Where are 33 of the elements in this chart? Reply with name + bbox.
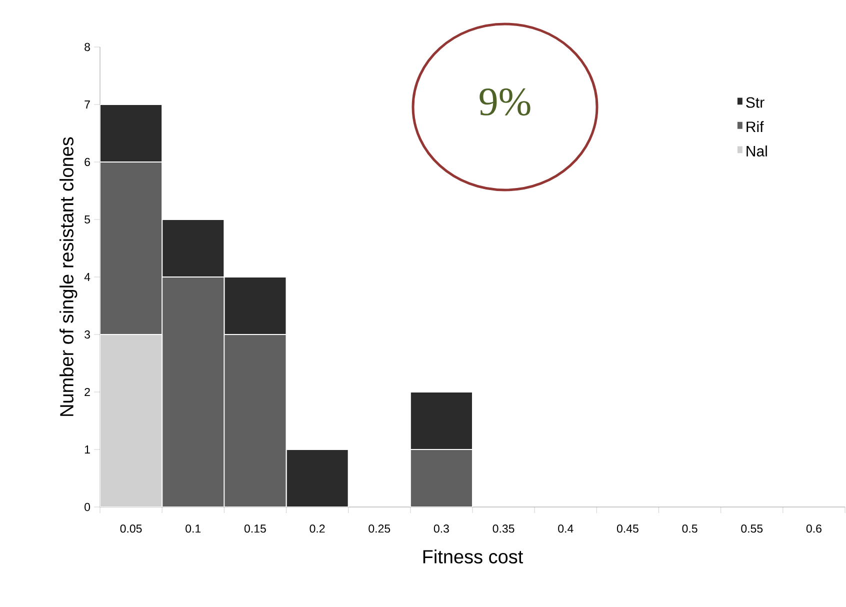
bar bbox=[100, 104, 163, 162]
legend-label: Rif bbox=[746, 121, 764, 132]
y-tick-label: 2 bbox=[84, 388, 90, 396]
x-tick-label: 0.5 bbox=[682, 524, 698, 533]
y-tick-label: 4 bbox=[84, 273, 90, 281]
x-tick-label: 0.1 bbox=[186, 524, 201, 533]
y-axis-title: Number of single resistant clones bbox=[60, 137, 78, 416]
y-tick-label: 8 bbox=[84, 42, 90, 52]
x-tick-label: 0.35 bbox=[492, 524, 514, 533]
bar bbox=[162, 219, 225, 278]
x-tick-label: 0.55 bbox=[741, 524, 763, 533]
x-tick-label: 0.05 bbox=[120, 524, 142, 533]
bar bbox=[410, 392, 474, 450]
x-tick-label: 0.3 bbox=[434, 524, 449, 533]
y-tick-label: 0 bbox=[84, 502, 90, 512]
x-axis-title: Fitness cost bbox=[423, 550, 524, 564]
x-tick-label: 0.15 bbox=[244, 524, 266, 533]
y-tick-label: 5 bbox=[84, 215, 90, 224]
legend-label: Nal bbox=[746, 145, 767, 156]
x-tick-label: 0.2 bbox=[310, 524, 325, 533]
x-tick-label: 0.4 bbox=[558, 524, 574, 533]
y-tick-label: 1 bbox=[84, 446, 90, 454]
y-tick-label: 7 bbox=[84, 100, 90, 108]
bar bbox=[410, 449, 474, 507]
legend-label: Str bbox=[746, 97, 764, 108]
x-tick-label: 0.45 bbox=[616, 524, 638, 533]
bar bbox=[286, 449, 349, 507]
annotation: 9% bbox=[480, 88, 530, 116]
y-tick-label: 6 bbox=[84, 158, 90, 166]
x-tick-label: 0.25 bbox=[368, 524, 390, 533]
y-tick-label: 3 bbox=[84, 330, 90, 339]
bar bbox=[224, 276, 287, 335]
x-tick-label: 0.6 bbox=[806, 524, 822, 533]
